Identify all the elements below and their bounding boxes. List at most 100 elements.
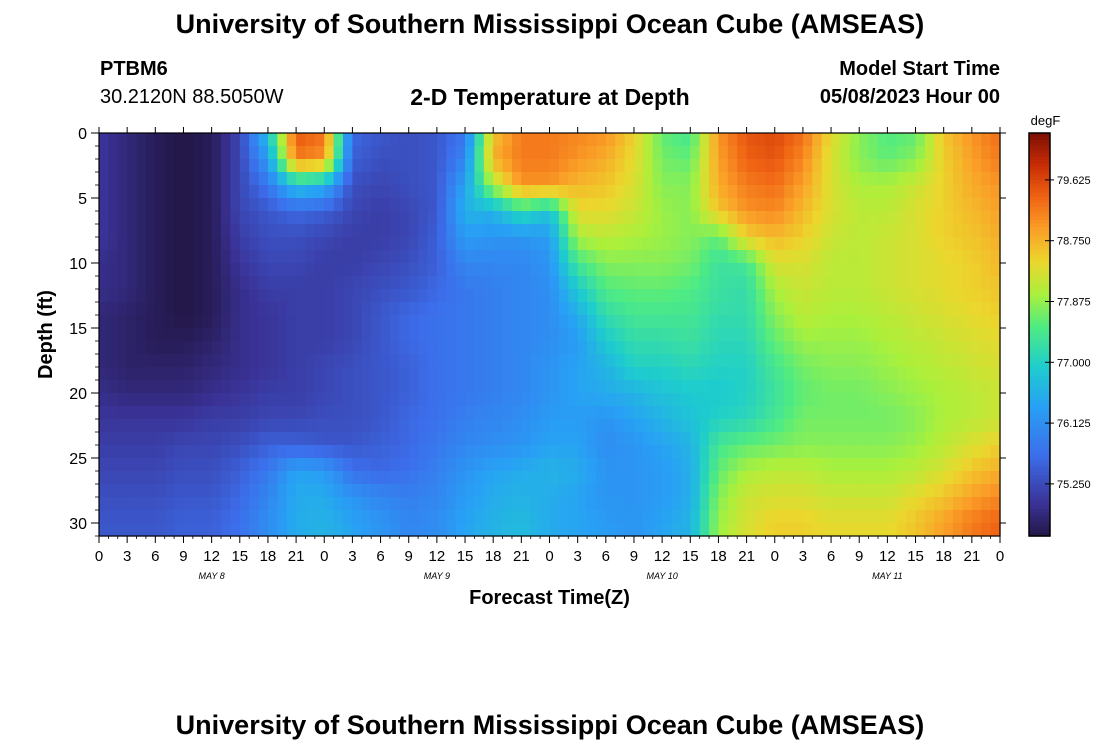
heatmap-cell <box>812 458 823 472</box>
heatmap-cell <box>502 523 513 537</box>
heatmap-cell <box>183 315 194 329</box>
heatmap-cell <box>389 211 400 225</box>
heatmap-cell <box>343 471 354 485</box>
heatmap-cell <box>202 146 213 160</box>
heatmap-cell <box>568 250 579 264</box>
heatmap-cell <box>896 432 907 446</box>
heatmap-cell <box>436 198 447 212</box>
heatmap-cell <box>746 367 757 381</box>
heatmap-cell <box>577 276 588 290</box>
heatmap-cell <box>540 341 551 355</box>
heatmap-cell <box>868 523 879 537</box>
heatmap-cell <box>549 198 560 212</box>
heatmap-cell <box>136 458 147 472</box>
heatmap-cell <box>577 484 588 498</box>
heatmap-cell <box>915 471 926 485</box>
heatmap-cell <box>652 250 663 264</box>
heatmap-cell <box>521 419 532 433</box>
heatmap-cell <box>887 302 898 316</box>
heatmap-cell <box>117 445 128 459</box>
heatmap-cell <box>446 445 457 459</box>
heatmap-cell <box>352 172 363 186</box>
heatmap-cell <box>202 458 213 472</box>
heatmap-cell <box>352 341 363 355</box>
heatmap-cell <box>230 445 241 459</box>
colorbar-segment <box>1029 495 1050 500</box>
heatmap-cell <box>643 302 654 316</box>
y-tick-label: 0 <box>78 126 87 143</box>
heatmap-cell <box>192 159 203 173</box>
colorbar-segment <box>1029 428 1050 433</box>
heatmap-cell <box>887 419 898 433</box>
heatmap-cell <box>446 172 457 186</box>
heatmap-cell <box>812 250 823 264</box>
heatmap-cell <box>849 133 860 147</box>
heatmap-cell <box>549 133 560 147</box>
heatmap-cell <box>324 406 335 420</box>
heatmap-cell <box>239 484 250 498</box>
heatmap-cell <box>812 367 823 381</box>
heatmap-cell <box>352 432 363 446</box>
heatmap-cell <box>624 263 635 277</box>
heatmap-cell <box>840 172 851 186</box>
heatmap-cell <box>249 432 260 446</box>
heatmap-cell <box>455 185 466 199</box>
heatmap-cell <box>474 237 485 251</box>
heatmap-cell <box>690 224 701 238</box>
heatmap-cell <box>286 458 297 472</box>
heatmap-cell <box>436 302 447 316</box>
heatmap-cell <box>568 211 579 225</box>
heatmap-cell <box>511 263 522 277</box>
heatmap-cell <box>155 367 166 381</box>
heatmap-cell <box>333 523 344 537</box>
heatmap-cell <box>530 510 541 524</box>
x-tick-label: 3 <box>799 548 807 565</box>
heatmap-cell <box>239 406 250 420</box>
heatmap-cell <box>474 341 485 355</box>
heatmap-cell <box>314 497 325 511</box>
heatmap-cell <box>202 341 213 355</box>
heatmap-cell <box>934 159 945 173</box>
colorbar-segment <box>1029 499 1050 504</box>
heatmap-cell <box>483 133 494 147</box>
heatmap-cell <box>258 159 269 173</box>
heatmap-cell <box>192 263 203 277</box>
heatmap-cell <box>352 406 363 420</box>
heatmap-cell <box>549 380 560 394</box>
heatmap-cell <box>446 432 457 446</box>
heatmap-cell <box>680 328 691 342</box>
heatmap-cell <box>596 289 607 303</box>
heatmap-cell <box>277 185 288 199</box>
heatmap-cell <box>906 458 917 472</box>
heatmap-cell <box>127 510 138 524</box>
heatmap-cell <box>286 276 297 290</box>
heatmap-cell <box>981 263 992 277</box>
heatmap-cell <box>174 380 185 394</box>
heatmap-cell <box>868 341 879 355</box>
heatmap-cell <box>399 172 410 186</box>
heatmap-cell <box>690 263 701 277</box>
heatmap-cell <box>521 159 532 173</box>
heatmap-cell <box>108 406 119 420</box>
heatmap-cell <box>765 406 776 420</box>
heatmap-cell <box>643 484 654 498</box>
colorbar-tick-label: 79.625 <box>1057 175 1091 187</box>
heatmap-cell <box>314 484 325 498</box>
heatmap-cell <box>502 341 513 355</box>
heatmap-cell <box>408 523 419 537</box>
heatmap-cell <box>99 237 109 251</box>
heatmap-cell <box>990 445 1001 459</box>
heatmap-cell <box>671 471 682 485</box>
heatmap-cell <box>746 159 757 173</box>
heatmap-cell <box>596 302 607 316</box>
x-tick-label: 21 <box>288 548 305 565</box>
heatmap-cell <box>399 146 410 160</box>
heatmap-cell <box>436 393 447 407</box>
heatmap-cell <box>399 159 410 173</box>
heatmap-cell <box>943 198 954 212</box>
heatmap-cell <box>802 445 813 459</box>
heatmap-cell <box>314 198 325 212</box>
heatmap-cell <box>343 406 354 420</box>
heatmap-cell <box>709 328 720 342</box>
heatmap-cell <box>953 354 964 368</box>
